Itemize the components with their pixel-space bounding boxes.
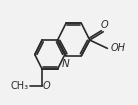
Text: O: O	[100, 20, 108, 30]
Text: OH: OH	[110, 43, 125, 53]
Text: CH₃: CH₃	[10, 81, 29, 91]
Text: O: O	[43, 81, 51, 91]
Text: N: N	[62, 59, 70, 69]
